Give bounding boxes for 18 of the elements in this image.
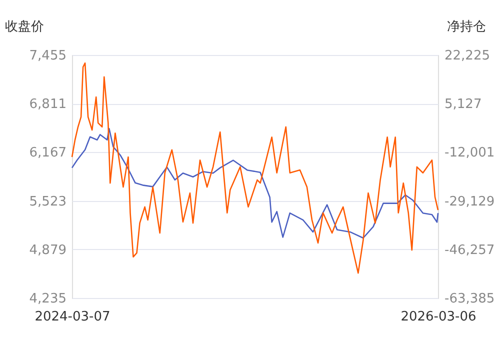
x-tick-label: 2026-03-06 xyxy=(400,310,476,324)
line-series xyxy=(71,62,439,274)
y-tick-label: 7,455 xyxy=(29,48,66,64)
x-tick-label: 2024-03-07 xyxy=(34,310,110,324)
line-series xyxy=(71,128,439,239)
y-tick-label: 5,523 xyxy=(29,194,66,210)
y2-tick-label: -29,129 xyxy=(444,194,495,210)
y2-tick-label: 22,225 xyxy=(444,48,490,64)
y2-tick-label: -46,257 xyxy=(444,242,495,258)
y-tick-label: 6,811 xyxy=(29,97,66,112)
y-axis-title: 收盘价 xyxy=(5,20,44,34)
y-tick-label: 6,167 xyxy=(29,146,66,161)
y2-axis-title: 净持仓 xyxy=(447,20,486,34)
y2-tick-label: 5,127 xyxy=(444,97,482,112)
y-tick-label: 4,235 xyxy=(29,292,66,306)
y2-tick-label: -12,001 xyxy=(444,146,495,161)
y2-tick-label: -63,385 xyxy=(444,292,495,306)
y-tick-label: 4,879 xyxy=(29,242,66,258)
